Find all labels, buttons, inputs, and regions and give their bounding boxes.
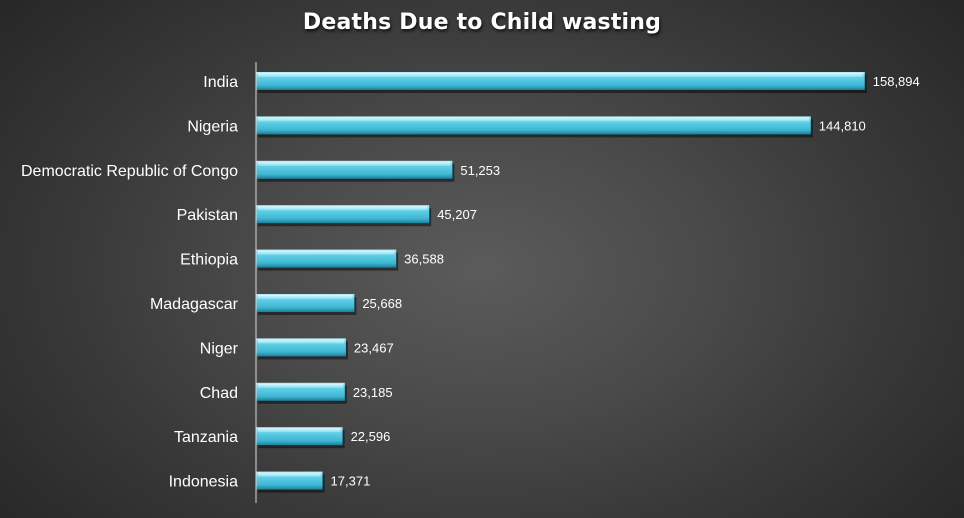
bar-highlight [258,295,353,299]
data-label: 17,371 [331,474,371,489]
bar-highlight [258,206,428,211]
bar-highlight [258,73,863,77]
category-label: Niger [200,340,239,357]
bar-highlight [258,339,344,344]
bar-group: Ethiopia 36,588 [180,249,444,271]
category-label: Tanzania [174,429,238,446]
bar-group: Nigeria 144,810 [187,116,866,138]
bar-group: Tanzania 22,596 [174,427,391,449]
chart-title: Deaths Due to Child wasting [302,10,662,35]
bar-highlight [258,161,451,166]
category-label: Nigeria [187,118,238,135]
bar-highlight [258,472,321,477]
bars-layer: India 158,894 Nigeria 144,810 Democratic Rep… [21,72,920,493]
bar-group: India 158,894 [203,72,920,93]
category-label: Chad [200,385,238,402]
category-label: Ethiopia [180,252,238,269]
bar-group: Niger 23,467 [200,338,394,360]
bar-highlight [258,428,341,433]
data-label: 23,467 [354,340,394,355]
data-label: 36,588 [404,252,444,267]
category-label: Indonesia [169,474,238,491]
bar-group: Indonesia 17,371 [169,471,371,493]
bar-group: Madagascar 25,668 [150,294,402,315]
category-label: Madagascar [150,296,239,313]
bar-highlight [258,117,809,122]
category-label: Pakistan [177,207,238,224]
data-label: 51,253 [460,163,500,178]
category-label: Democratic Republic of Congo [21,163,238,180]
bar-group: Pakistan 45,207 [177,205,477,227]
data-label: 158,894 [873,74,920,89]
data-label: 144,810 [819,118,866,133]
data-label: 22,596 [351,429,391,444]
bar-group: Chad 23,185 [200,382,393,404]
bar-highlight [258,250,395,255]
data-label: 25,668 [362,296,402,311]
bar-highlight [258,383,343,388]
data-label: 45,207 [437,207,477,222]
data-label: 23,185 [353,385,393,400]
category-label: India [203,74,238,91]
bar-group: Democratic Republic of Congo 51,253 [21,160,500,182]
